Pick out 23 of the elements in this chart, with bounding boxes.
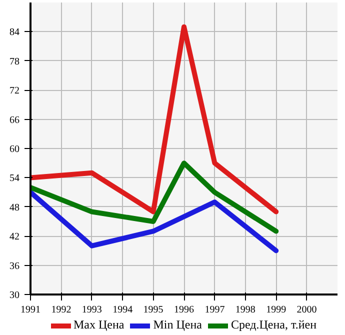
y-tick-label: 78 xyxy=(10,56,20,68)
x-tick-label: 1994 xyxy=(112,304,133,316)
x-tick-label: 2000 xyxy=(296,304,317,316)
x-tick-label: 1999 xyxy=(266,304,286,316)
x-tick-label: 1995 xyxy=(143,304,164,316)
x-tick-label: 1998 xyxy=(235,304,256,316)
y-tick-label: 30 xyxy=(10,290,20,301)
x-tick-label: 1991 xyxy=(20,304,40,316)
x-tick-label: 1996 xyxy=(174,304,194,316)
y-tick-label: 60 xyxy=(10,144,20,155)
x-tick-label: 1997 xyxy=(204,304,225,316)
x-tick-label: 1993 xyxy=(82,304,102,316)
legend-label: Сред.Цена, т.йен xyxy=(230,318,317,332)
y-tick-label: 48 xyxy=(10,202,20,214)
y-tick-label: 54 xyxy=(10,173,20,184)
y-tick-label: 84 xyxy=(10,27,20,38)
y-tick-label: 42 xyxy=(10,232,20,243)
y-tick-label: 36 xyxy=(10,260,20,272)
y-tick-label: 72 xyxy=(10,86,20,97)
y-tick-label: 66 xyxy=(10,114,20,126)
x-tick-label: 1992 xyxy=(51,304,72,316)
legend-label: Min Цена xyxy=(153,318,202,332)
legend-label: Max Цена xyxy=(73,318,124,332)
